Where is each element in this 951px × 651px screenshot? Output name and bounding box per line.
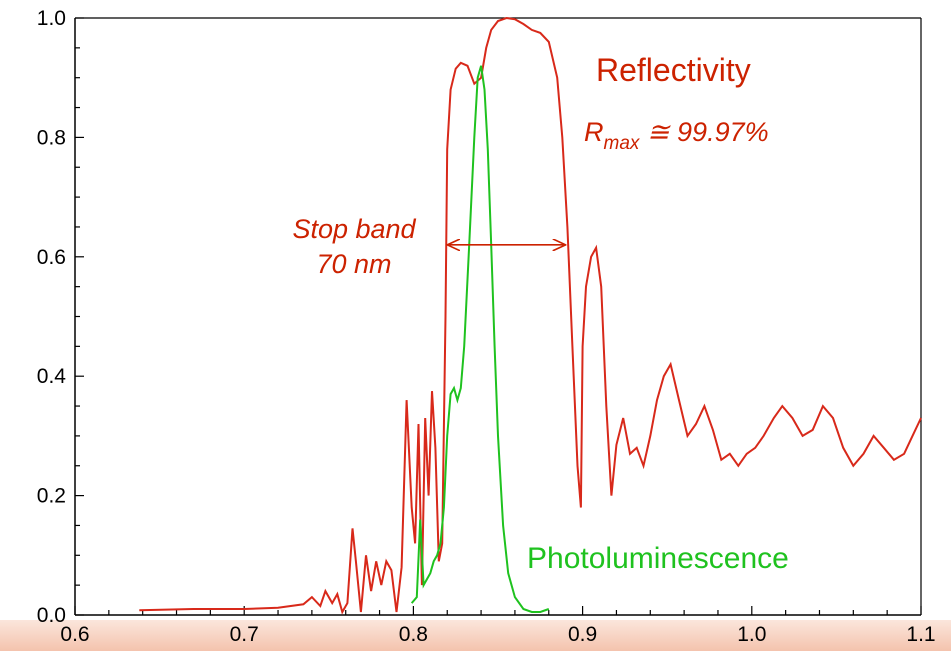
- reflectivity-label: Reflectivity: [596, 52, 751, 88]
- x-axis-ticks: 0.6 0.7 0.8 0.9 1.0 1.1: [60, 606, 936, 646]
- series-line-reflectivity: [139, 16, 922, 615]
- y-tick-label: 0.2: [37, 485, 66, 508]
- bottom-band: [0, 620, 951, 651]
- rmax-label: Rmax ≅ 99.97%: [584, 117, 769, 154]
- rmax-subscript: max: [604, 133, 641, 154]
- x-tick-label: 0.6: [60, 623, 89, 646]
- y-axis-ticks: 0.0 0.2 0.4 0.6 0.8 1.0: [37, 7, 84, 627]
- x-tick-label: 1.1: [906, 623, 935, 646]
- rmax-symbol: R: [584, 117, 604, 147]
- y-tick-label: 0.4: [37, 365, 67, 388]
- stop-band-line1: Stop band: [292, 214, 416, 244]
- x-tick-label: 0.7: [230, 623, 259, 646]
- y-tick-label: 0.0: [37, 604, 66, 627]
- y-tick-label: 1.0: [37, 7, 66, 30]
- x-tick-label: 1.0: [737, 623, 766, 646]
- y-tick-label: 0.8: [37, 126, 66, 149]
- x-tick-label: 0.8: [399, 623, 428, 646]
- axes: [74, 17, 922, 616]
- y-tick-label: 0.6: [37, 246, 66, 269]
- stop-band-line2: 70 nm: [316, 249, 391, 279]
- series-line-photoluminescence: [410, 65, 550, 613]
- rmax-value: ≅ 99.97%: [639, 117, 768, 147]
- photoluminescence-label: Photoluminescence: [527, 542, 789, 575]
- x-tick-label: 0.9: [568, 623, 597, 646]
